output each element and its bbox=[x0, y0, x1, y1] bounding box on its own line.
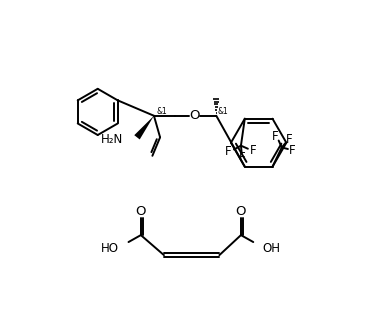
Text: &1: &1 bbox=[218, 107, 229, 116]
Text: O: O bbox=[189, 109, 200, 122]
Text: OH: OH bbox=[263, 243, 281, 255]
Text: F: F bbox=[286, 133, 293, 146]
Text: O: O bbox=[136, 205, 146, 218]
Text: F: F bbox=[289, 144, 296, 157]
Text: &1: &1 bbox=[156, 107, 167, 116]
Text: HO: HO bbox=[101, 243, 119, 255]
Text: H₂N: H₂N bbox=[101, 133, 123, 146]
Text: F: F bbox=[239, 151, 246, 164]
Text: F: F bbox=[272, 130, 279, 143]
Text: F: F bbox=[225, 145, 232, 158]
Polygon shape bbox=[134, 116, 154, 140]
Text: F: F bbox=[250, 144, 257, 157]
Text: O: O bbox=[236, 205, 246, 218]
